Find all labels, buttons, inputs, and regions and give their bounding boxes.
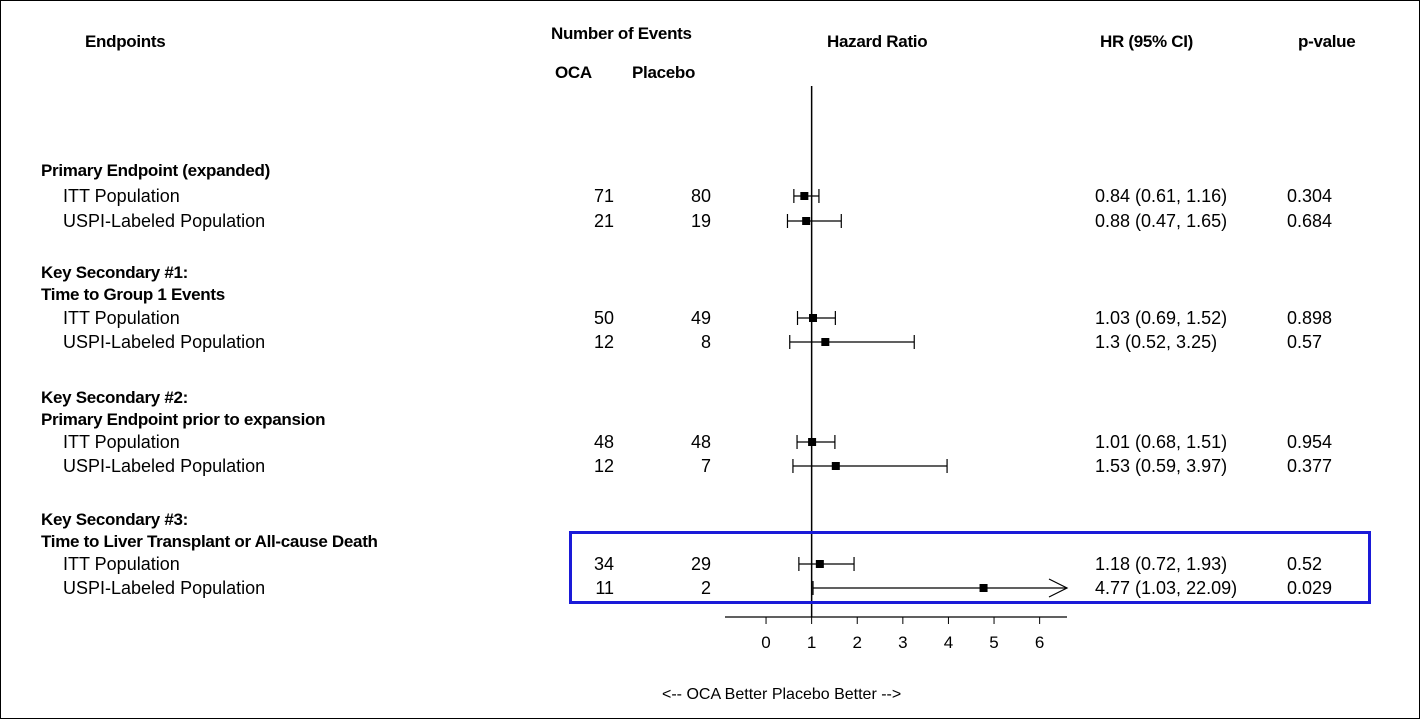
x-tick-label: 3 [898, 633, 907, 652]
row-p-value: 0.898 [1287, 308, 1333, 328]
row-p-value: 0.684 [1287, 211, 1333, 231]
row-p-value: 0.954 [1287, 432, 1333, 452]
row-hr-ci: 1.3 (0.52, 3.25) [1095, 332, 1218, 352]
highlight-box [569, 531, 1371, 604]
axis-footer-label: <-- OCA Better Placebo Better --> [662, 686, 902, 703]
hr-point [831, 462, 840, 470]
row-oca-events: 71 [593, 186, 614, 206]
row-oca-events: 12 [593, 456, 614, 476]
row-oca-events: 48 [593, 432, 614, 452]
row-placebo-events: 29 [690, 554, 711, 574]
row-hr-ci: 0.84 (0.61, 1.16) [1095, 186, 1228, 206]
x-tick-label: 1 [807, 633, 816, 652]
row-hr-ci: 1.03 (0.69, 1.52) [1095, 308, 1228, 328]
group-title-key-secondary-2: Key Secondary #2: [41, 388, 189, 407]
row-hr-ci: 1.53 (0.59, 3.97) [1095, 456, 1228, 476]
row-p-value: 0.377 [1287, 456, 1333, 476]
x-tick-label: 0 [761, 633, 770, 652]
row-hr-ci: 0.88 (0.47, 1.65) [1095, 211, 1228, 231]
row-placebo-events: 80 [690, 186, 711, 206]
row-label: USPI-Labeled Population [63, 332, 266, 352]
hr-point [979, 584, 988, 592]
row-oca-events: 21 [593, 211, 614, 231]
x-tick-label: 2 [853, 633, 862, 652]
row-placebo-events: 2 [700, 578, 711, 598]
hr-point [800, 192, 809, 200]
row-placebo-events: 49 [690, 308, 711, 328]
header-oca: OCA [555, 63, 592, 82]
header-number-of-events: Number of Events [551, 24, 692, 43]
row-p-value: 0.304 [1287, 186, 1333, 206]
row-label: ITT Population [63, 554, 180, 574]
row-placebo-events: 48 [690, 432, 711, 452]
x-tick-label: 5 [989, 633, 998, 652]
row-oca-events: 50 [593, 308, 614, 328]
row-label: ITT Population [63, 308, 180, 328]
hr-point [802, 217, 811, 225]
group-title-key-secondary-3: Key Secondary #3: [41, 510, 189, 529]
row-oca-events: 12 [593, 332, 614, 352]
group-subtitle-key-secondary-1: Time to Group 1 Events [41, 285, 225, 304]
hr-point [815, 560, 824, 568]
row-placebo-events: 19 [690, 211, 711, 231]
header-endpoints: Endpoints [85, 32, 166, 51]
ci-arrow [1048, 578, 1069, 598]
group-subtitle-key-secondary-2: Primary Endpoint prior to expansion [41, 410, 326, 429]
x-tick-label: 6 [1035, 633, 1044, 652]
row-placebo-events: 8 [700, 332, 711, 352]
hr-point [809, 314, 818, 322]
group-title-primary: Primary Endpoint (expanded) [41, 161, 270, 180]
group-subtitle-key-secondary-3: Time to Liver Transplant or All-cause De… [41, 532, 378, 551]
row-p-value: 0.52 [1287, 554, 1323, 574]
row-label: ITT Population [63, 432, 180, 452]
row-oca-events: 34 [593, 554, 614, 574]
group-title-key-secondary-1: Key Secondary #1: [41, 263, 189, 282]
row-oca-events: 11 [595, 578, 614, 598]
hr-point [808, 438, 817, 446]
header-p-value: p-value [1298, 32, 1356, 51]
row-placebo-events: 7 [700, 456, 711, 476]
row-label: USPI-Labeled Population [63, 211, 266, 231]
header-placebo: Placebo [632, 63, 696, 82]
row-hr-ci: 1.01 (0.68, 1.51) [1095, 432, 1228, 452]
header-hazard-ratio: Hazard Ratio [827, 32, 928, 51]
row-hr-ci: 4.77 (1.03, 22.09) [1095, 578, 1238, 598]
x-tick-label: 4 [944, 633, 953, 652]
row-p-value: 0.029 [1287, 578, 1333, 598]
hr-point [821, 338, 830, 346]
header-hr-ci: HR (95% CI) [1100, 32, 1194, 51]
row-label: ITT Population [63, 186, 180, 206]
row-label: USPI-Labeled Population [63, 456, 266, 476]
row-p-value: 0.57 [1287, 332, 1323, 352]
row-label: USPI-Labeled Population [63, 578, 266, 598]
row-hr-ci: 1.18 (0.72, 1.93) [1095, 554, 1228, 574]
